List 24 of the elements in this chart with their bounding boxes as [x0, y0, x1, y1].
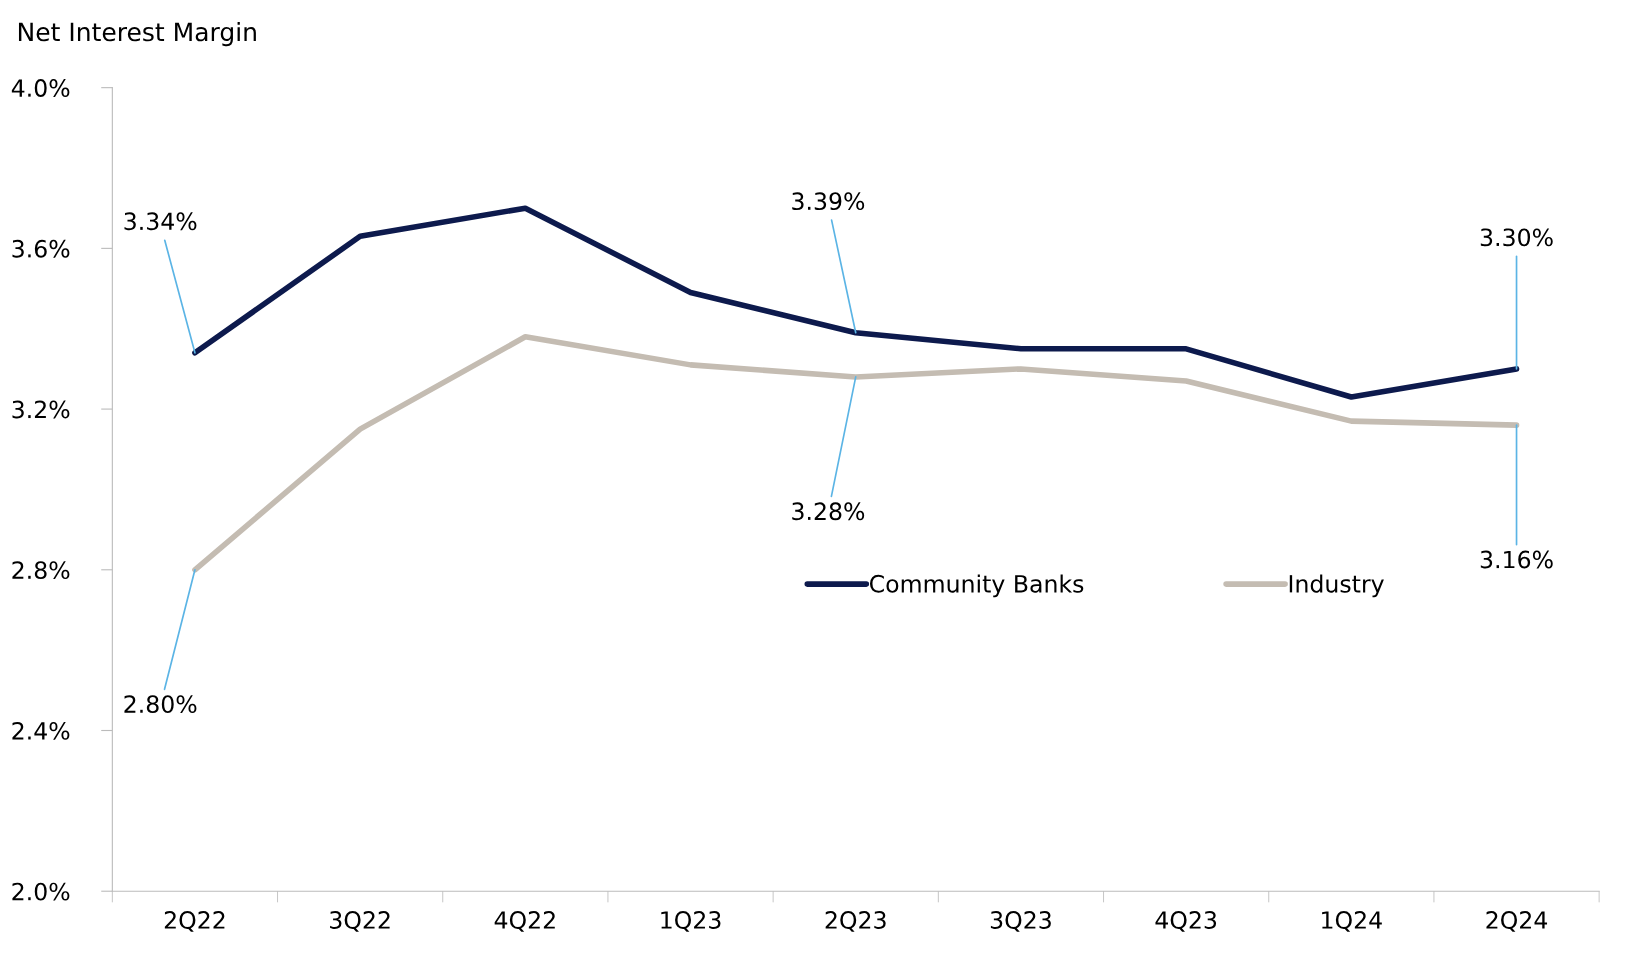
annotation: 2.80% — [124, 695, 197, 714]
annotation: 3.28% — [792, 502, 865, 521]
x-tick-label: 1Q23 — [661, 911, 721, 932]
annotation: 3.30% — [1480, 228, 1553, 247]
x-tick-label: 4Q22 — [494, 911, 555, 932]
y-tick-label: 4.0% — [11, 79, 70, 97]
x-tick-label: 3Q22 — [330, 911, 390, 932]
legend-label: Industry — [1289, 574, 1384, 598]
y-tick-label: 3.2% — [12, 400, 70, 419]
legend-label: Community Banks — [869, 574, 1084, 598]
x-tick-label: 1Q24 — [1322, 911, 1382, 932]
x-tick-label: 4Q23 — [1155, 911, 1217, 932]
y-tick-label: 2.4% — [12, 721, 70, 740]
y-tick-label: 2.0% — [12, 882, 70, 901]
x-tick-label: 2Q24 — [1486, 911, 1548, 932]
x-tick-label: 2Q22 — [164, 911, 225, 932]
x-tick-label: 2Q23 — [825, 911, 886, 932]
annotation: 3.16% — [1480, 550, 1553, 569]
x-tick-label: 3Q23 — [990, 911, 1051, 932]
y-tick-label: 2.8% — [12, 561, 70, 580]
y-tick-label: 3.6% — [12, 239, 70, 258]
chart-title: Net Interest Margin — [18, 21, 256, 47]
annotation: 3.34% — [124, 212, 197, 231]
annotation: 3.39% — [792, 192, 865, 211]
